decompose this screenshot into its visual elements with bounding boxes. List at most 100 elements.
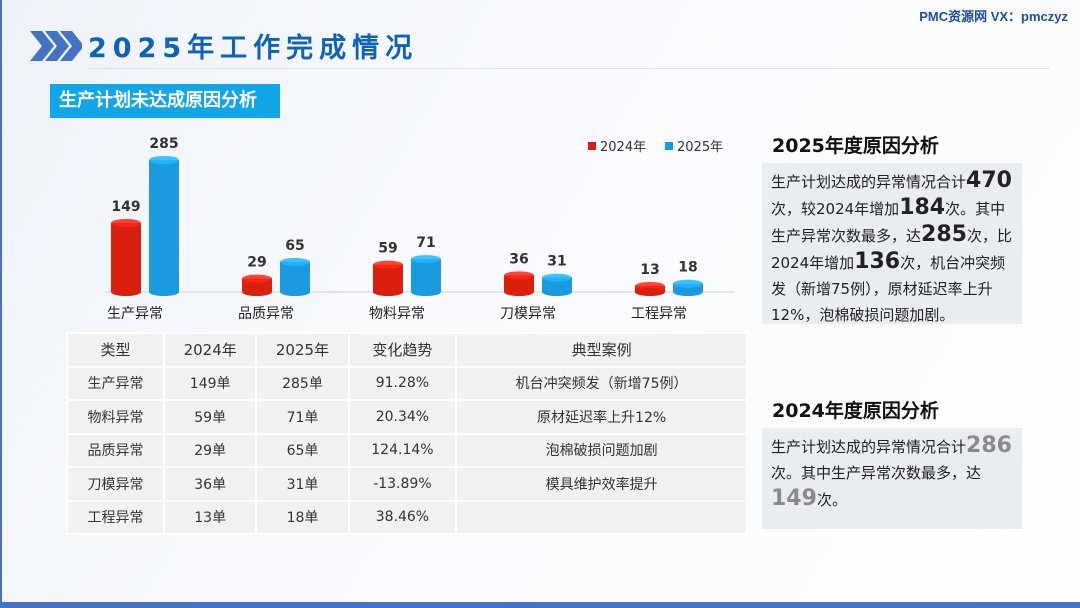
column-header: 变化趋势: [347, 332, 458, 368]
bar-top: [635, 281, 665, 290]
data-label: 149: [111, 199, 140, 215]
legend-label: 2025年: [677, 140, 723, 155]
table-cell: 91.28%: [347, 365, 458, 401]
bar-top: [373, 260, 403, 269]
left-edge-line: [0, 0, 2, 608]
divider: [90, 68, 1050, 69]
bar-bottom: [673, 288, 703, 296]
column-header: 类型: [65, 332, 166, 368]
bar-bottom: [280, 288, 310, 296]
legend-label: 2024年: [600, 140, 646, 155]
table-cell: 65单: [255, 432, 350, 468]
table-cell: 71单: [255, 399, 350, 435]
bar-top: [149, 156, 179, 164]
legend-swatch: [665, 142, 673, 150]
bar: [280, 261, 310, 292]
category-label: 品质异常: [238, 306, 294, 322]
table-row: 工程异常 13单 18单 38.46%: [65, 499, 748, 535]
bar-bottom: [111, 288, 141, 296]
table-cell: 模具维护效率提升: [455, 466, 748, 502]
bar-top: [504, 271, 534, 280]
table-cell: [455, 499, 748, 535]
bar-top: [280, 257, 310, 266]
bar: [504, 275, 534, 292]
table-cell: 29单: [163, 432, 258, 468]
bar-bottom: [373, 288, 403, 296]
table-cell: 38.46%: [347, 499, 458, 535]
bar: [411, 259, 441, 292]
bar: [111, 222, 141, 292]
table-row: 品质异常 29单 65单 124.14% 泡棉破损问题加剧: [65, 432, 748, 468]
bar-bottom: [242, 288, 272, 296]
table-cell: 13单: [163, 499, 258, 535]
paragraph-text: 生产计划达成的异常情况合计: [771, 438, 967, 456]
table-cell: 工程异常: [65, 499, 166, 535]
data-table: 类型 2024年 2025年 变化趋势 典型案例 生产异常 149单 285单 91.28% 机台…: [65, 332, 748, 535]
analysis-2024-heading: 2024年度原因分析: [772, 400, 939, 422]
category-label: 物料异常: [369, 306, 425, 322]
table-row: 刀模异常 36单 31单 -13.89% 模具维护效率提升: [65, 466, 748, 502]
column-header: 2024年: [163, 332, 258, 368]
table-cell: 物料异常: [65, 399, 166, 435]
table-cell: 20.34%: [347, 399, 458, 435]
table-cell: -13.89%: [347, 466, 458, 502]
bar-bottom: [149, 288, 179, 296]
paragraph-text: 次，比2024年增加: [771, 227, 1012, 272]
table-cell: 36单: [163, 466, 258, 502]
paragraph-text: 次，较2024年增加: [771, 200, 900, 218]
analysis-2025-box: 生产计划达成的异常情况合计470 次，较2024年增加184次。其中生产异常次数最…: [762, 163, 1022, 324]
table-header-row: 类型 2024年 2025年 变化趋势 典型案例: [65, 332, 748, 368]
bar-chart: 149 285 生产异常 29 65 品质异常 59 71 物料异常 36 31 刀模异常 13 18 工程…: [105, 136, 735, 322]
bar-bottom: [635, 288, 665, 296]
bar-bottom: [504, 288, 534, 296]
category-label: 生产异常: [107, 306, 163, 322]
data-label: 36: [509, 251, 528, 267]
chevrons-icon: [30, 31, 82, 61]
section-subtitle: 生产计划未达成原因分析: [50, 84, 280, 118]
table-row: 物料异常 59单 71单 20.34% 原材延迟率上升12%: [65, 399, 748, 435]
table-cell: 刀模异常: [65, 466, 166, 502]
bar: [373, 264, 403, 292]
table-cell: 原材延迟率上升12%: [455, 399, 748, 435]
data-label: 31: [547, 254, 566, 270]
bar-top: [542, 273, 572, 282]
paragraph-text: 次，机台冲突频发（新增75例），原材延迟率上升12%，泡棉破损问题加剧。: [771, 254, 1006, 324]
table-cell: 31单: [255, 466, 350, 502]
table-cell: 生产异常: [65, 365, 166, 401]
paragraph-text: 次。其中生产异常次数最多，达: [771, 200, 1006, 245]
paragraph-text: 生产计划达成的异常情况合计: [771, 173, 967, 191]
bar-top: [242, 274, 272, 283]
bar-bottom: [542, 288, 572, 296]
bar-top: [411, 255, 441, 264]
table-cell: 59单: [163, 399, 258, 435]
data-label: 65: [285, 238, 304, 254]
bottom-bar: [0, 602, 1080, 608]
bar: [542, 277, 572, 292]
analysis-2025-heading: 2025年度原因分析: [772, 135, 939, 157]
watermark: PMC资源网 VX：pmczyz: [919, 9, 1068, 24]
highlight-number: 285: [921, 222, 967, 247]
table-cell: 124.14%: [347, 432, 458, 468]
table-cell: 机台冲突频发（新增75例）: [455, 365, 748, 401]
data-label: 18: [678, 260, 697, 276]
page-title: 2025年工作完成情况: [88, 33, 419, 64]
table-cell: 18单: [255, 499, 350, 535]
paragraph-text: 次。: [816, 491, 847, 509]
analysis-2024-box: 生产计划达成的异常情况合计286 次。其中生产异常次数最多，达 149次。: [762, 428, 1022, 529]
highlight-number: 184: [899, 195, 946, 220]
category-label: 工程异常: [631, 306, 687, 322]
highlight-number: 136: [854, 249, 901, 274]
column-header: 典型案例: [455, 332, 748, 368]
data-label: 71: [416, 235, 435, 251]
bar: [149, 160, 179, 292]
table-row: 生产异常 149单 285单 91.28% 机台冲突频发（新增75例）: [65, 365, 748, 401]
data-label: 285: [149, 136, 178, 152]
highlight-number: 286: [966, 433, 1012, 458]
bar-top: [111, 218, 141, 227]
category-label: 刀模异常: [500, 306, 556, 322]
highlight-number: 470: [966, 168, 1012, 193]
bar: [673, 283, 703, 292]
paragraph-text: 次。其中生产异常次数最多，达: [771, 464, 982, 482]
table-cell: 285单: [255, 365, 350, 401]
data-label: 59: [378, 241, 397, 257]
